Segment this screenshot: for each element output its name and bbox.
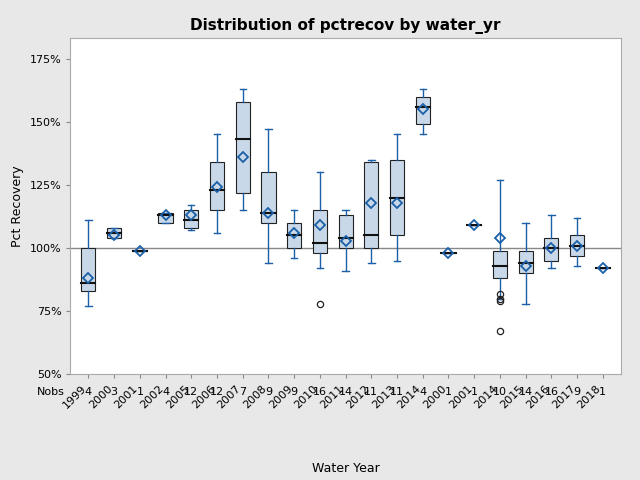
Bar [313,210,327,253]
Text: 16: 16 [545,387,558,396]
Text: 14: 14 [339,387,353,396]
Text: 1: 1 [599,387,606,396]
Y-axis label: Pct Recovery: Pct Recovery [11,166,24,247]
Text: 12: 12 [210,387,224,396]
Text: 7: 7 [239,387,246,396]
Title: Distribution of pctrecov by water_yr: Distribution of pctrecov by water_yr [190,18,501,34]
Bar [364,162,378,248]
Bar [210,162,224,210]
Bar [570,236,584,256]
Text: 4: 4 [85,387,92,396]
Text: Nobs: Nobs [37,387,65,396]
Bar [416,96,430,124]
Text: 11: 11 [390,387,404,396]
Bar [81,248,95,291]
Bar [236,102,250,192]
Text: 1: 1 [470,387,477,396]
Text: 4: 4 [419,387,426,396]
Text: 9: 9 [573,387,580,396]
Text: 11: 11 [364,387,378,396]
Text: 9: 9 [291,387,298,396]
Bar [339,215,353,248]
Text: Water Year: Water Year [312,462,380,475]
Text: 14: 14 [518,387,532,396]
Text: 1: 1 [136,387,143,396]
Text: 4: 4 [162,387,169,396]
Bar [390,160,404,236]
Bar [493,251,507,278]
Bar [518,251,532,273]
Bar [184,210,198,228]
Bar [107,228,121,238]
Text: 16: 16 [313,387,327,396]
Text: 3: 3 [111,387,118,396]
Bar [287,223,301,248]
Bar [544,238,559,261]
Text: 10: 10 [493,387,507,396]
Bar [261,172,275,223]
Bar [159,213,173,223]
Text: 1: 1 [445,387,452,396]
Text: 9: 9 [265,387,272,396]
Text: 12: 12 [184,387,198,396]
